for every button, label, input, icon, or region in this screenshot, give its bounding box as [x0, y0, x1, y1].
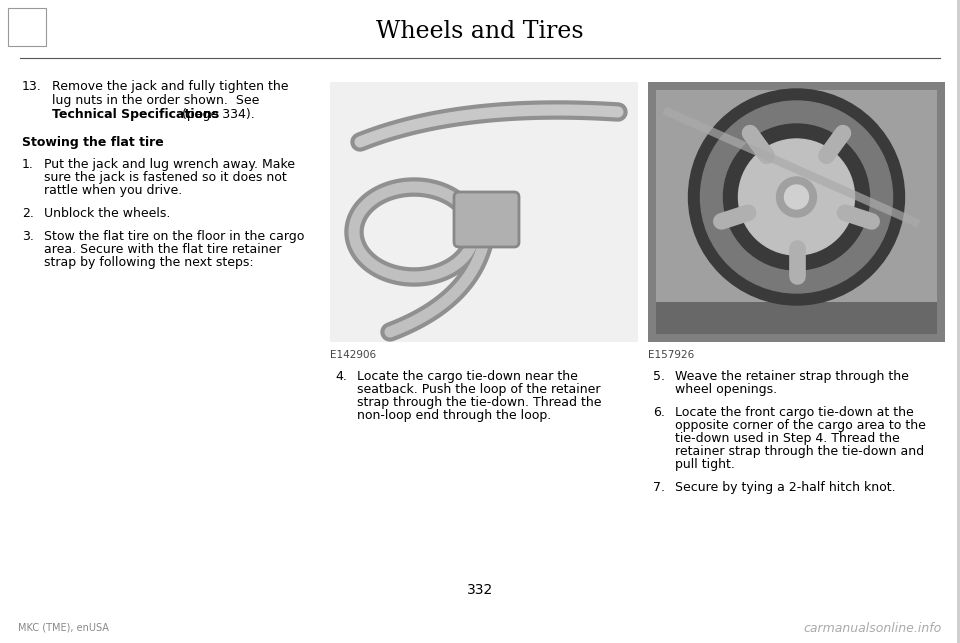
Text: rattle when you drive.: rattle when you drive. [44, 184, 182, 197]
Text: retainer strap through the tie-down and: retainer strap through the tie-down and [675, 445, 924, 458]
Text: 332: 332 [467, 583, 493, 597]
Circle shape [688, 89, 904, 305]
Text: 2.: 2. [22, 207, 34, 220]
Bar [8, 8, 46, 46]
Text: Put the jack and lug wrench away. Make: Put the jack and lug wrench away. Make [44, 158, 295, 171]
Text: Stow the flat tire on the floor in the cargo: Stow the flat tire on the floor in the c… [44, 230, 304, 243]
Text: 7.: 7. [653, 481, 665, 494]
Text: opposite corner of the cargo area to the: opposite corner of the cargo area to the [675, 419, 925, 432]
Text: 13.: 13. [22, 80, 41, 93]
Circle shape [784, 185, 808, 209]
Text: Weave the retainer strap through the: Weave the retainer strap through the [675, 370, 909, 383]
Text: (page 334).: (page 334). [178, 108, 254, 121]
Text: carmanualsonline.info: carmanualsonline.info [804, 622, 942, 635]
Text: 5.: 5. [653, 370, 665, 383]
Text: E142906: E142906 [330, 350, 376, 360]
Text: Locate the cargo tie-down near the: Locate the cargo tie-down near the [357, 370, 578, 383]
Text: strap through the tie-down. Thread the: strap through the tie-down. Thread the [357, 396, 602, 409]
Bar [656, 90, 937, 325]
Text: Stowing the flat tire: Stowing the flat tire [22, 136, 164, 149]
Text: 1.: 1. [22, 158, 34, 171]
FancyBboxPatch shape [454, 192, 519, 247]
Circle shape [738, 139, 854, 255]
Text: Unblock the wheels.: Unblock the wheels. [44, 207, 170, 220]
Text: Technical Specifications: Technical Specifications [52, 108, 219, 121]
Circle shape [724, 124, 870, 270]
Text: 3.: 3. [22, 230, 34, 243]
Text: seatback. Push the loop of the retainer: seatback. Push the loop of the retainer [357, 383, 601, 396]
Circle shape [701, 101, 893, 293]
Text: strap by following the next steps:: strap by following the next steps: [44, 256, 253, 269]
Text: Secure by tying a 2-half hitch knot.: Secure by tying a 2-half hitch knot. [675, 481, 896, 494]
Text: Locate the front cargo tie-down at the: Locate the front cargo tie-down at the [675, 406, 914, 419]
Bar [648, 82, 945, 342]
Text: area. Secure with the flat tire retainer: area. Secure with the flat tire retainer [44, 243, 281, 256]
Text: lug nuts in the order shown.  See: lug nuts in the order shown. See [52, 94, 259, 107]
Text: E157926: E157926 [648, 350, 694, 360]
Bar [656, 302, 937, 334]
Text: non-loop end through the loop.: non-loop end through the loop. [357, 409, 551, 422]
Bar [330, 82, 638, 342]
Circle shape [777, 177, 817, 217]
Text: Wheels and Tires: Wheels and Tires [376, 21, 584, 44]
Text: 4.: 4. [335, 370, 347, 383]
Text: tie-down used in Step 4. Thread the: tie-down used in Step 4. Thread the [675, 432, 900, 445]
Text: MKC (TME), enUSA: MKC (TME), enUSA [18, 623, 108, 633]
Text: 6.: 6. [653, 406, 665, 419]
Text: pull tight.: pull tight. [675, 458, 734, 471]
Text: wheel openings.: wheel openings. [675, 383, 778, 396]
Text: Remove the jack and fully tighten the: Remove the jack and fully tighten the [52, 80, 289, 93]
Text: sure the jack is fastened so it does not: sure the jack is fastened so it does not [44, 171, 287, 184]
